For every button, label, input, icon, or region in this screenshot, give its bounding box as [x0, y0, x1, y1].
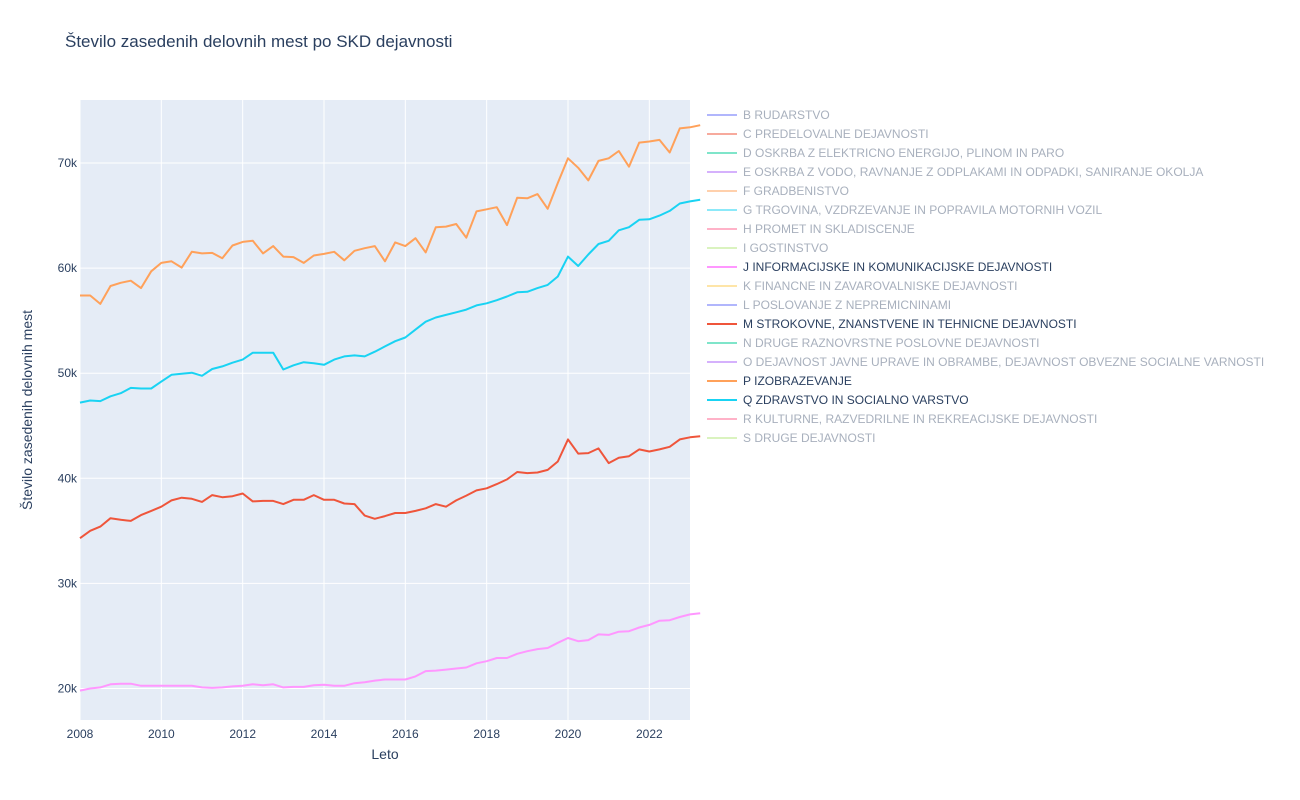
x-axis-label: Leto: [371, 746, 398, 762]
legend-item[interactable]: B RUDARSTVO: [707, 105, 1264, 124]
legend-item[interactable]: R KULTURNE, RAZVEDRILNE IN REKREACIJSKE …: [707, 409, 1264, 428]
x-tick-label: 2014: [311, 727, 338, 741]
series-line-p: [80, 124, 701, 305]
legend-swatch: [707, 189, 737, 192]
legend-swatch: [707, 379, 737, 382]
y-axis-label: Število zasedenih delovnih mest: [19, 310, 35, 510]
series-line-q: [79, 198, 701, 404]
legend-item[interactable]: J INFORMACIJSKE IN KOMUNIKACIJSKE DEJAVN…: [707, 257, 1264, 276]
legend-label: K FINANCNE IN ZAVAROVALNISKE DEJAVNOSTI: [743, 278, 1018, 293]
chart-title: Število zasedenih delovnih mest po SKD d…: [65, 32, 453, 51]
legend-swatch: [707, 322, 737, 325]
legend: B RUDARSTVO C PREDELOVALNE DEJAVNOSTI D OS…: [707, 105, 1264, 447]
series-line-j: [79, 612, 701, 692]
x-axis-ticks: 2008 2010 2012 2014 2016 2018 2020 2022: [67, 727, 663, 741]
x-tick-label: 2020: [555, 727, 582, 741]
legend-label: D OSKRBA Z ELEKTRICNO ENERGIJO, PLINOM I…: [743, 145, 1065, 160]
legend-label: F GRADBENISTVO: [743, 183, 850, 198]
x-tick-label: 2008: [67, 727, 94, 741]
legend-swatch: [707, 303, 737, 306]
x-tick-label: 2016: [392, 727, 419, 741]
x-tick-label: 2018: [473, 727, 500, 741]
y-tick-label: 40k: [58, 471, 78, 485]
legend-item[interactable]: F GRADBENISTVO: [707, 181, 1264, 200]
legend-label: H PROMET IN SKLADISCENJE: [743, 221, 915, 236]
legend-swatch: [707, 265, 737, 268]
legend-item[interactable]: H PROMET IN SKLADISCENJE: [707, 219, 1264, 238]
legend-item[interactable]: L POSLOVANJE Z NEPREMICNINAMI: [707, 295, 1264, 314]
legend-item[interactable]: Q ZDRAVSTVO IN SOCIALNO VARSTVO: [707, 390, 1264, 409]
legend-item[interactable]: M STROKOVNE, ZNANSTVENE IN TEHNICNE DEJA…: [707, 314, 1264, 333]
series-lines: [79, 124, 701, 692]
gridlines: [79, 100, 690, 720]
legend-label: B RUDARSTVO: [743, 107, 830, 122]
legend-swatch: [707, 227, 737, 230]
legend-swatch: [707, 417, 737, 420]
legend-label: I GOSTINSTVO: [743, 240, 829, 255]
y-tick-label: 50k: [58, 366, 78, 380]
legend-label: O DEJAVNOST JAVNE UPRAVE IN OBRAMBE, DEJ…: [743, 354, 1265, 369]
y-tick-label: 20k: [58, 681, 78, 695]
x-tick-label: 2012: [229, 727, 256, 741]
legend-label: S DRUGE DEJAVNOSTI: [743, 430, 876, 445]
legend-swatch: [707, 132, 737, 135]
series-line-m: [79, 435, 701, 540]
legend-swatch: [707, 246, 737, 249]
legend-swatch: [707, 151, 737, 154]
legend-swatch: [707, 436, 737, 439]
legend-label: C PREDELOVALNE DEJAVNOSTI: [743, 126, 929, 141]
y-axis-ticks: 20k 30k 40k 50k 60k 70k: [58, 156, 78, 695]
legend-item[interactable]: K FINANCNE IN ZAVAROVALNISKE DEJAVNOSTI: [707, 276, 1264, 295]
legend-label: G TRGOVINA, VZDRZEVANJE IN POPRAVILA MOT…: [743, 202, 1103, 217]
legend-item[interactable]: G TRGOVINA, VZDRZEVANJE IN POPRAVILA MOT…: [707, 200, 1264, 219]
legend-item[interactable]: P IZOBRAZEVANJE: [707, 371, 1264, 390]
x-tick-label: 2022: [636, 727, 663, 741]
legend-swatch: [707, 208, 737, 211]
legend-item[interactable]: S DRUGE DEJAVNOSTI: [707, 428, 1264, 447]
legend-swatch: [707, 113, 737, 116]
legend-swatch: [707, 341, 737, 344]
plot-area[interactable]: [80, 100, 690, 720]
y-tick-label: 70k: [58, 156, 78, 170]
legend-label: E OSKRBA Z VODO, RAVNANJE Z ODPLAKAMI IN…: [743, 164, 1204, 179]
legend-label: L POSLOVANJE Z NEPREMICNINAMI: [743, 297, 952, 312]
legend-item[interactable]: O DEJAVNOST JAVNE UPRAVE IN OBRAMBE, DEJ…: [707, 352, 1264, 371]
legend-item[interactable]: N DRUGE RAZNOVRSTNE POSLOVNE DEJAVNOSTI: [707, 333, 1264, 352]
legend-swatch: [707, 170, 737, 173]
legend-item[interactable]: C PREDELOVALNE DEJAVNOSTI: [707, 124, 1264, 143]
legend-swatch: [707, 398, 737, 401]
legend-swatch: [707, 360, 737, 363]
legend-label: N DRUGE RAZNOVRSTNE POSLOVNE DEJAVNOSTI: [743, 335, 1040, 350]
legend-label: R KULTURNE, RAZVEDRILNE IN REKREACIJSKE …: [743, 411, 1098, 426]
legend-item[interactable]: E OSKRBA Z VODO, RAVNANJE Z ODPLAKAMI IN…: [707, 162, 1264, 181]
legend-item[interactable]: I GOSTINSTVO: [707, 238, 1264, 257]
legend-label: M STROKOVNE, ZNANSTVENE IN TEHNICNE DEJA…: [743, 316, 1077, 331]
x-tick-label: 2010: [148, 727, 175, 741]
legend-swatch: [707, 284, 737, 287]
legend-label: P IZOBRAZEVANJE: [743, 373, 852, 388]
y-tick-label: 30k: [58, 576, 78, 590]
y-tick-label: 60k: [58, 261, 78, 275]
legend-item[interactable]: D OSKRBA Z ELEKTRICNO ENERGIJO, PLINOM I…: [707, 143, 1264, 162]
legend-label: Q ZDRAVSTVO IN SOCIALNO VARSTVO: [743, 392, 969, 407]
legend-label: J INFORMACIJSKE IN KOMUNIKACIJSKE DEJAVN…: [743, 259, 1053, 274]
